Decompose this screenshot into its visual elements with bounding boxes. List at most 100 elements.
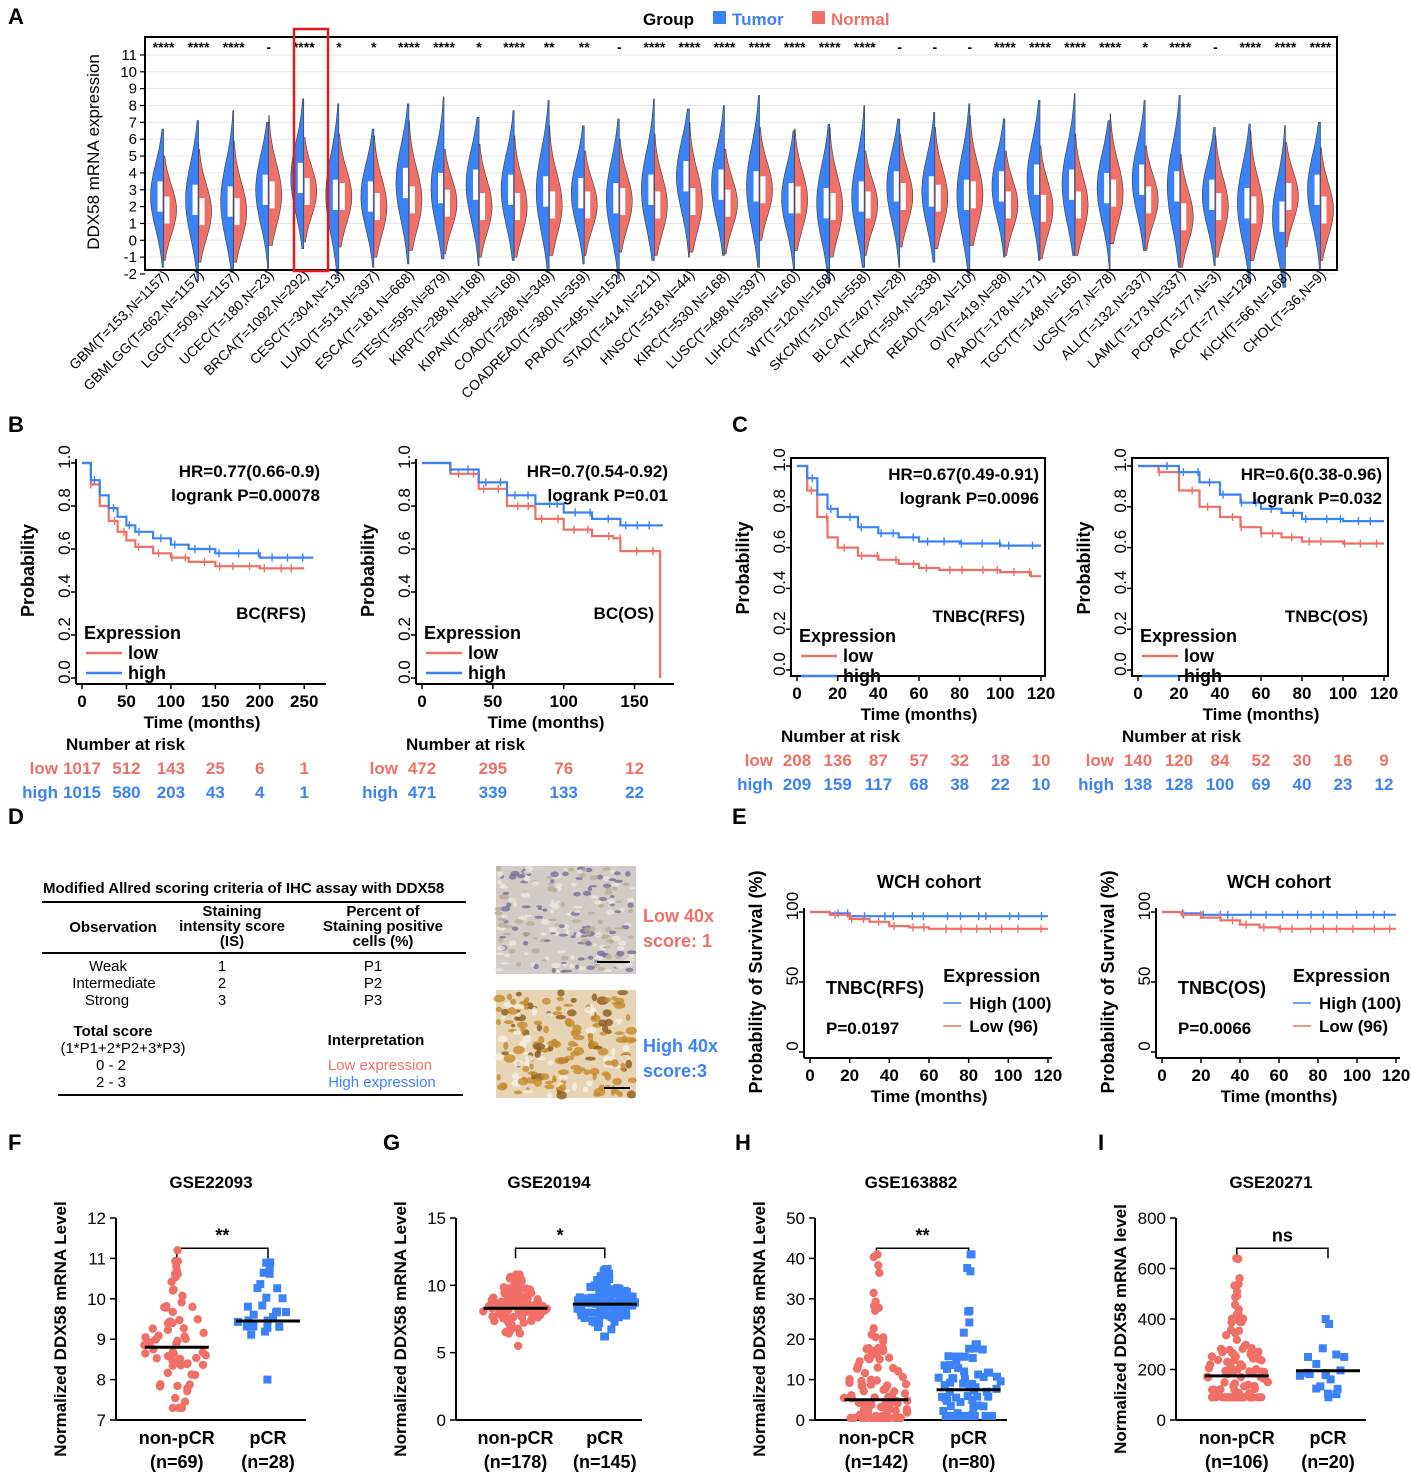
ihc-texture <box>503 1041 509 1051</box>
ihc-texture <box>573 1069 583 1075</box>
ihc-texture <box>605 887 612 892</box>
y-tick-label: 20 <box>786 1330 805 1349</box>
data-point <box>1227 1314 1237 1323</box>
x-axis-label: Time (months) <box>871 1087 988 1106</box>
data-point <box>263 1375 272 1384</box>
risk-value: 9 <box>1379 751 1388 770</box>
legend-label: high <box>128 663 166 683</box>
ihc-texture <box>556 1090 567 1100</box>
risk-value: 16 <box>1334 751 1353 770</box>
box-normal <box>1251 196 1257 224</box>
violins <box>150 93 1334 288</box>
risk-value: 43 <box>206 783 225 802</box>
ihc-texture <box>572 1082 577 1092</box>
plot-title: GSE20194 <box>507 1173 591 1192</box>
data-point <box>167 1277 176 1287</box>
y-tick-label: 9 <box>97 1330 106 1349</box>
ihc-texture <box>545 1012 553 1017</box>
low-caption-2: score: 1 <box>643 931 712 951</box>
x-tick-label: 20 <box>840 1066 859 1085</box>
significance-bracket <box>875 1247 970 1259</box>
ihc-texture <box>544 1080 554 1085</box>
y-tick-label: 0.8 <box>770 489 789 513</box>
ihc-texture <box>531 1006 538 1016</box>
violin-tumor <box>465 116 480 266</box>
box-tumor <box>648 174 654 205</box>
significance-mark: **** <box>398 39 420 55</box>
data-point <box>275 1322 284 1331</box>
box-normal <box>1286 183 1292 210</box>
data-point <box>511 1291 521 1300</box>
ihc-texture <box>501 1008 509 1016</box>
data-point <box>265 1264 274 1273</box>
data-point <box>960 1367 969 1376</box>
violin-normal <box>1179 154 1194 268</box>
data-point <box>509 1312 518 1322</box>
km-curve-high <box>422 461 663 527</box>
x-tick-label: 80 <box>1293 684 1312 703</box>
ihc-texture <box>508 940 517 947</box>
ihc-texture <box>517 874 526 879</box>
y-tick-label: 800 <box>1138 1209 1166 1228</box>
risk-value: 52 <box>1252 751 1271 770</box>
data-point <box>1247 1343 1256 1353</box>
y-axis-label: Normalized DDX58 mRNA level <box>1111 1204 1130 1454</box>
ihc-texture <box>628 953 635 959</box>
data-point <box>266 1258 275 1267</box>
ihc-texture <box>507 948 516 954</box>
ihc-texture <box>561 961 568 964</box>
ihc-texture <box>564 1055 575 1061</box>
y-tick-label: -1 <box>124 249 137 266</box>
significance-mark: - <box>968 39 973 55</box>
ihc-texture <box>590 1014 601 1023</box>
ihc-texture <box>554 923 560 926</box>
x-tick-label: 0 <box>805 1066 814 1085</box>
data-point <box>1230 1385 1239 1394</box>
group-label: non-pCR <box>478 1428 554 1448</box>
data-point <box>168 1307 178 1317</box>
ihc-texture <box>523 952 530 956</box>
ihc-texture <box>495 952 505 955</box>
wch-plot-rfs: 0 50 100 0 20 40 60 80 100 120 Time (months) Probab… <box>746 870 1062 1106</box>
data-point <box>1333 1384 1342 1393</box>
ihc-texture <box>540 959 548 962</box>
ihc-texture <box>604 997 611 1003</box>
ihc-texture <box>533 937 538 940</box>
plot-title: GSE20271 <box>1229 1173 1312 1192</box>
ihc-texture <box>510 1023 516 1028</box>
ihc-texture <box>543 1025 549 1034</box>
data-point <box>983 1368 992 1377</box>
significance-mark: ** <box>579 39 590 55</box>
box-tumor <box>823 188 829 219</box>
risk-value: 339 <box>479 783 507 802</box>
risk-value: 471 <box>408 783 436 802</box>
data-point <box>272 1308 281 1317</box>
ihc-texture <box>586 1080 593 1087</box>
violin-tumor <box>886 118 901 268</box>
legend-title: Expression <box>943 966 1040 986</box>
data-point <box>969 1402 978 1411</box>
box-tumor <box>438 172 443 204</box>
significance-mark: **** <box>188 39 210 55</box>
y-tick-label: 40 <box>786 1249 805 1268</box>
box-tumor <box>473 169 479 200</box>
ihc-texture <box>602 1009 612 1017</box>
significance-bracket <box>1236 1247 1329 1259</box>
data-point <box>273 1284 282 1293</box>
significance-mark: **** <box>1275 39 1297 55</box>
data-point <box>513 1341 523 1351</box>
y-tick-label: 200 <box>1138 1361 1166 1380</box>
legend-label: High (100) <box>969 994 1051 1013</box>
ihc-texture <box>495 1006 503 1012</box>
logrank-p: logrank P=0.032 <box>1252 489 1382 508</box>
violin-normal <box>233 140 247 263</box>
data-point <box>278 1294 287 1303</box>
km-curve-low <box>810 910 1048 930</box>
box-tumor <box>1034 164 1039 195</box>
data-point <box>193 1315 202 1324</box>
significance-mark: **** <box>503 39 525 55</box>
box-tumor <box>928 176 934 207</box>
logrank-p: logrank P=0.01 <box>548 486 668 505</box>
ihc-texture <box>598 1019 608 1027</box>
ihc-texture <box>557 950 566 954</box>
